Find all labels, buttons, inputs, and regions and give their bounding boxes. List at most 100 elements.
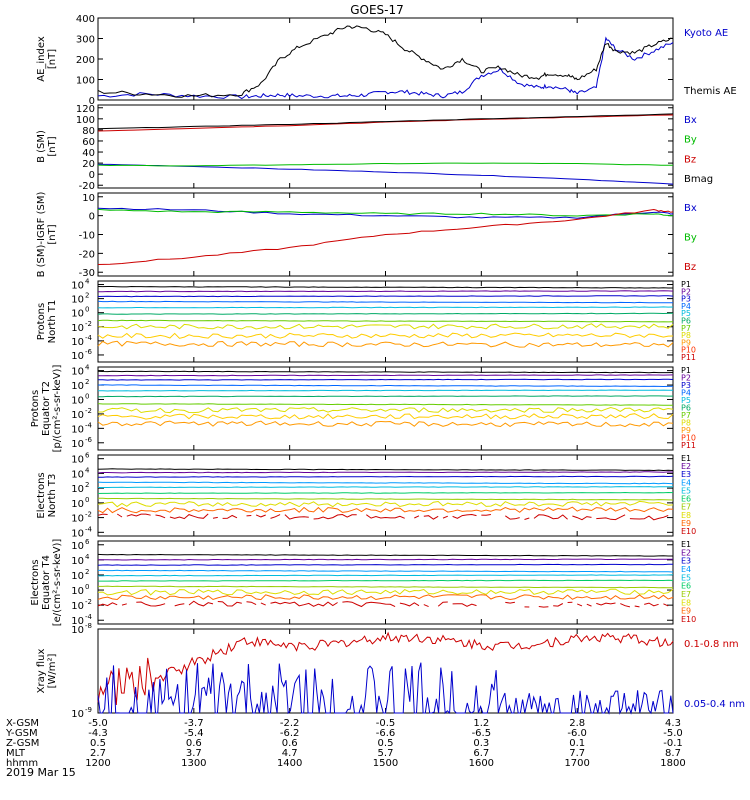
plot-title: GOES-17 <box>350 3 404 17</box>
axis-row-value: -6.0 <box>567 728 587 739</box>
legend-entry: E6 <box>681 582 691 591</box>
y-axis-label: Xray flux[W/m²] <box>36 649 58 694</box>
series-line <box>97 207 674 219</box>
axis-row-value: 7.7 <box>569 748 585 759</box>
axis-row-value: 0.5 <box>378 738 394 749</box>
y-tick-exponent: 6 <box>85 452 90 460</box>
legend-entry: P4 <box>681 389 691 398</box>
axis-row-value: 0.3 <box>473 738 489 749</box>
axis-row-value: -5.0 <box>88 718 108 729</box>
y-tick-label: -20 <box>79 181 95 192</box>
y-label-line: Equator T4 <box>41 555 52 610</box>
series-line <box>97 208 674 265</box>
legend-entry: P2 <box>681 374 691 383</box>
series-line <box>97 306 674 309</box>
y-label-line: [nT] <box>47 136 58 156</box>
legend-entry: E9 <box>681 607 691 616</box>
panel-5: ProtonsEquator T2[p/(cm²-s-sr-keV)] P1P2P… <box>30 364 696 453</box>
y-tick-exponent: -8 <box>85 622 92 630</box>
y-tick-label: 10 <box>71 323 84 334</box>
series-line <box>98 569 674 573</box>
y-tick-exponent: 0 <box>85 583 89 591</box>
panel-frame <box>97 628 674 714</box>
axis-row-value: 1200 <box>85 758 110 769</box>
series-line <box>97 558 674 561</box>
y-tick-label: 10 <box>71 541 84 552</box>
series-line <box>97 384 674 388</box>
y-tick-label: 20 <box>82 159 95 170</box>
series-line <box>97 114 674 132</box>
y-tick-label: 10 <box>71 601 84 612</box>
y-tick-label: 10 <box>71 616 84 627</box>
axis-row-value: -5.4 <box>184 728 204 739</box>
y-tick-label: -10 <box>79 231 95 242</box>
series-line <box>97 420 674 428</box>
legend-entry: Bx <box>684 203 697 214</box>
series-line <box>98 601 673 607</box>
y-tick-label: 60 <box>82 137 95 148</box>
series-line <box>97 340 674 348</box>
panel-7: ElectronsEquator T4[e/(cm²-s-sr-keV)] E1 E… <box>30 538 696 627</box>
y-tick-exponent: 2 <box>85 568 89 576</box>
legend-entry: E5 <box>681 486 691 495</box>
xray-long-line <box>97 631 674 706</box>
y-label-line: Equator T2 <box>41 381 52 436</box>
legend-entry: P3 <box>681 295 691 304</box>
y-tick-label: 10 <box>71 484 84 495</box>
legend-entry: By <box>684 233 697 244</box>
axis-row-value: -0.1 <box>663 738 683 749</box>
legend-entry: E4 <box>681 565 691 574</box>
axis-row-value: 4.3 <box>665 718 681 729</box>
y-label-line: Electrons <box>30 559 41 605</box>
y-tick-label: 10 <box>71 499 84 510</box>
axis-row-label: Z-GSM <box>6 738 39 749</box>
y-tick-exponent: 4 <box>85 553 90 561</box>
series-line <box>97 471 674 474</box>
y-tick-exponent: 2 <box>85 378 89 386</box>
y-tick-exponent: 0 <box>85 496 89 504</box>
legend-entry: P5 <box>681 396 691 405</box>
y-axis-label: B (SM)-IGRF (SM)[nT] <box>36 192 58 278</box>
series-line <box>98 163 674 185</box>
series-line <box>97 481 674 485</box>
y-label-line: [nT] <box>47 224 58 244</box>
legend-entry: E7 <box>681 503 691 512</box>
y-label-line: [e/(cm²-s-sr-keV)] <box>52 539 63 627</box>
legend-entry: P9 <box>681 426 691 435</box>
axis-row-value: 6.7 <box>473 748 489 759</box>
y-tick-label: 0 <box>89 96 95 107</box>
y-tick-label: 40 <box>82 148 95 159</box>
axis-row-value: 3.7 <box>186 748 202 759</box>
series-line <box>97 403 674 406</box>
legend-entry: E1 <box>681 540 691 549</box>
legend-entry: Bx <box>684 115 697 126</box>
series-line <box>98 579 674 582</box>
axis-row-value: 2.8 <box>569 718 585 729</box>
axis-row-value: -4.3 <box>88 728 108 739</box>
legend-entry: P9 <box>681 338 691 347</box>
y-axis-label: B (SM)[nT] <box>36 130 58 163</box>
series-line <box>97 553 673 557</box>
y-tick-label: 10 <box>71 351 84 362</box>
legend-entry: Bz <box>684 154 696 165</box>
legend-entry: E6 <box>681 495 691 504</box>
series-line <box>97 468 674 472</box>
legend-entry: 0.05-0.4 nm <box>684 699 745 710</box>
y-tick-label: 10 <box>71 556 84 567</box>
y-tick-exponent: -2 <box>85 511 92 519</box>
series-line <box>97 563 673 566</box>
y-label-line: North T3 <box>47 474 58 518</box>
y-tick-label: 100 <box>76 115 95 126</box>
series-line <box>97 370 674 374</box>
y-label-line: Xray flux <box>36 649 47 694</box>
series-line <box>97 208 674 217</box>
axis-row-value: 0.1 <box>569 738 585 749</box>
axis-row-value: 2.7 <box>90 748 106 759</box>
y-tick-label: 10 <box>71 381 84 392</box>
legend-entry: E8 <box>681 511 691 520</box>
y-axis-label: ElectronsEquator T4[e/(cm²-s-sr-keV)] <box>30 539 63 627</box>
y-tick-exponent: -4 <box>85 421 93 429</box>
